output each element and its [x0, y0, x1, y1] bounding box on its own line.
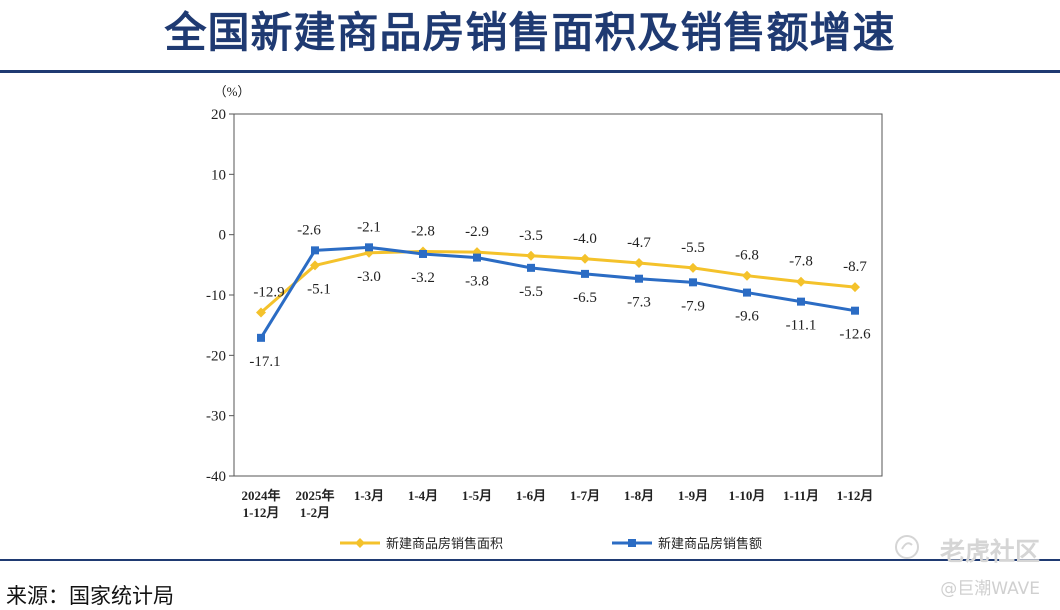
x-tick-label: 2024年 [241, 488, 280, 503]
data-label: -11.1 [786, 318, 817, 334]
x-tick-label: 1-8月 [624, 488, 654, 503]
x-tick-label: 1-5月 [462, 488, 492, 503]
data-point-area [580, 253, 590, 264]
data-point-area [742, 270, 752, 281]
x-tick-label: 1-2月 [300, 505, 330, 520]
data-point-area [796, 276, 806, 287]
data-point-amount [419, 249, 427, 258]
data-label: -6.5 [573, 290, 597, 306]
y-tick-label: 0 [219, 228, 227, 244]
data-point-amount [365, 243, 373, 252]
data-label: -3.8 [465, 274, 489, 290]
watermark-logo-icon [895, 535, 919, 559]
data-label: -7.3 [627, 295, 651, 311]
y-tick-label: -20 [206, 348, 226, 364]
sales-growth-line-chart: （%） 20 10 0 -10 -20 -30 -40 2024年 1-12月 2025年 1-2月 1… [206, 84, 883, 551]
x-tick-label: 1-11月 [783, 488, 819, 503]
data-label: -7.9 [681, 298, 705, 314]
data-label: -5.5 [681, 240, 705, 256]
x-tick-label: 1-9月 [678, 488, 708, 503]
x-tick-label: 1-3月 [354, 488, 384, 503]
y-tick-label: -30 [206, 409, 226, 425]
data-point-amount [473, 253, 481, 262]
data-label: -12.6 [839, 327, 871, 343]
series-line-amount [259, 245, 856, 339]
data-label: -2.6 [297, 222, 321, 238]
data-point-amount [689, 278, 697, 287]
x-tick-label: 1-12月 [837, 488, 874, 503]
data-label: -5.5 [519, 284, 543, 300]
data-label: -4.7 [627, 235, 651, 251]
data-label: -2.1 [357, 219, 381, 235]
y-tick-label: 20 [211, 107, 226, 123]
legend-label: 新建商品房销售面积 [386, 536, 503, 551]
data-label: -4.0 [573, 231, 597, 247]
y-unit-label: （%） [214, 84, 251, 99]
data-point-area [310, 260, 320, 271]
watermark-text: 老虎社区 [939, 537, 1040, 566]
data-point-area [526, 250, 536, 261]
data-point-area [634, 258, 644, 269]
data-label: -5.1 [307, 281, 331, 297]
data-point-amount [311, 246, 319, 255]
x-tick-label: 1-10月 [729, 488, 766, 503]
plot-frame [233, 113, 883, 477]
data-point-area [688, 262, 698, 273]
source-note: 来源：国家统计局 [6, 584, 174, 608]
data-label: -6.8 [735, 248, 759, 264]
footer-divider [0, 559, 1060, 561]
data-point-amount [635, 274, 643, 283]
data-label: -3.2 [411, 270, 435, 286]
data-label: -2.9 [465, 224, 489, 240]
x-tick-label: 1-12月 [243, 505, 280, 520]
data-point-amount [851, 306, 859, 315]
data-point-area [256, 307, 266, 318]
y-tick-label: 10 [211, 167, 226, 183]
legend-label: 新建商品房销售额 [658, 536, 762, 551]
data-point-area [850, 282, 860, 293]
data-point-amount [797, 297, 805, 306]
data-label: -2.8 [411, 224, 435, 240]
y-tick-label: -10 [206, 288, 226, 304]
watermark-credit: @巨潮WAVE [940, 579, 1040, 599]
legend-marker [355, 538, 365, 548]
data-point-amount [257, 333, 265, 342]
x-tick-label: 1-7月 [570, 488, 600, 503]
data-point-amount [527, 263, 535, 272]
data-label: -3.5 [519, 228, 543, 244]
series-line-area [260, 250, 856, 314]
data-label: -12.9 [253, 284, 284, 300]
data-point-amount [581, 269, 589, 278]
data-label: -8.7 [843, 259, 867, 275]
title-divider [0, 70, 1060, 73]
x-tick-label: 1-6月 [516, 488, 546, 503]
legend-marker [628, 539, 636, 547]
x-tick-label: 1-4月 [408, 488, 438, 503]
data-label: -7.8 [789, 254, 813, 270]
y-tick-label: -40 [206, 469, 226, 485]
page-title: 全国新建商品房销售面积及销售额增速 [164, 8, 896, 57]
data-label: -3.0 [357, 269, 381, 285]
x-tick-label: 2025年 [295, 488, 334, 503]
data-label: -9.6 [735, 309, 759, 325]
data-label: -17.1 [249, 354, 280, 370]
data-point-amount [743, 288, 751, 297]
